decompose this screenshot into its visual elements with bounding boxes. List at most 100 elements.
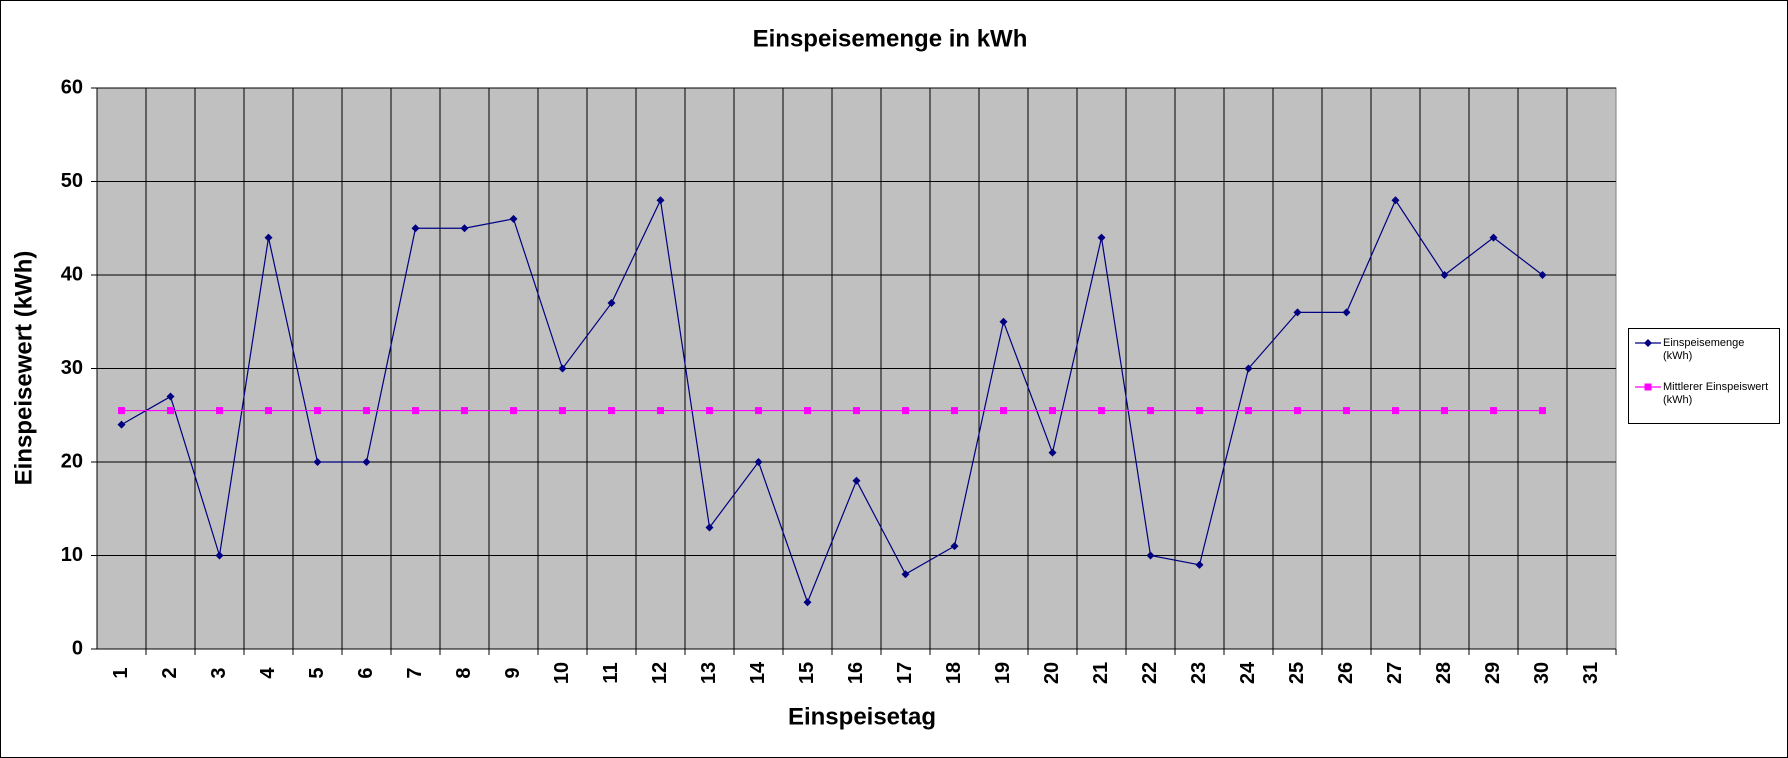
marker bbox=[999, 317, 1008, 326]
marker bbox=[1391, 196, 1400, 205]
y-axis-title: Einspeisewert (kWh) bbox=[10, 251, 37, 486]
marker bbox=[657, 407, 664, 415]
marker bbox=[901, 570, 910, 579]
marker bbox=[1049, 407, 1056, 415]
marker bbox=[510, 407, 517, 415]
marker bbox=[412, 407, 419, 415]
marker bbox=[706, 407, 713, 415]
marker bbox=[509, 214, 518, 223]
y-tick-label: 30 bbox=[61, 357, 83, 379]
marker bbox=[1644, 383, 1652, 391]
x-tick-label: 2 bbox=[159, 667, 181, 678]
marker bbox=[1342, 308, 1351, 317]
legend-swatch bbox=[1635, 339, 1661, 347]
x-tick-label: 18 bbox=[943, 662, 965, 684]
legend-entry: Einspeisemenge (kWh) bbox=[1633, 337, 1773, 363]
marker bbox=[1244, 364, 1253, 373]
x-tick-label: 17 bbox=[894, 662, 916, 684]
marker bbox=[755, 407, 762, 415]
marker bbox=[215, 551, 224, 560]
x-tick-label: 1 bbox=[110, 667, 132, 678]
legend: Einspeisemenge (kWh) Mittlerer Einspeiswe… bbox=[1628, 328, 1780, 424]
x-tick-label: 28 bbox=[1433, 662, 1455, 684]
marker bbox=[216, 407, 223, 415]
marker bbox=[852, 476, 861, 485]
marker bbox=[804, 407, 811, 415]
y-tick-label: 20 bbox=[61, 450, 83, 472]
marker bbox=[951, 407, 958, 415]
x-tick-label: 27 bbox=[1384, 662, 1406, 684]
x-axis-title: Einspeisetag bbox=[788, 703, 936, 730]
marker bbox=[1538, 271, 1547, 279]
x-tick-label: 12 bbox=[649, 662, 671, 684]
marker bbox=[1098, 407, 1105, 415]
marker bbox=[314, 407, 321, 415]
x-tick-label: 20 bbox=[1041, 662, 1063, 684]
x-tick-label: 30 bbox=[1531, 662, 1553, 684]
marker bbox=[118, 407, 125, 415]
x-tick-label: 15 bbox=[796, 662, 818, 684]
marker bbox=[411, 224, 420, 233]
x-tick-label: 24 bbox=[1237, 661, 1259, 684]
marker bbox=[1343, 407, 1350, 415]
marker bbox=[950, 542, 959, 551]
x-tick-label: 19 bbox=[992, 662, 1014, 684]
marker bbox=[1000, 407, 1007, 415]
x-tick-label: 25 bbox=[1286, 662, 1308, 684]
y-tick-label: 0 bbox=[72, 637, 83, 659]
marker bbox=[853, 407, 860, 415]
y-tick-label: 60 bbox=[61, 76, 83, 98]
x-tick-label: 14 bbox=[747, 661, 769, 684]
x-tick-label: 16 bbox=[845, 662, 867, 684]
marker bbox=[1489, 233, 1498, 242]
x-tick-label: 23 bbox=[1188, 662, 1210, 684]
x-tick-label: 6 bbox=[355, 667, 377, 678]
x-tick-label: 5 bbox=[306, 667, 328, 678]
marker bbox=[1245, 407, 1252, 415]
legend-label: Mittlerer Einspeiswert (kWh) bbox=[1663, 381, 1769, 406]
marker bbox=[1490, 407, 1497, 415]
marker bbox=[607, 299, 616, 308]
marker bbox=[1293, 308, 1302, 317]
legend-swatch bbox=[1635, 383, 1661, 391]
marker bbox=[803, 598, 812, 607]
x-tick-label: 31 bbox=[1580, 662, 1602, 684]
chart-title: Einspeisemenge in kWh bbox=[753, 25, 1028, 52]
x-tick-label: 29 bbox=[1482, 662, 1504, 684]
x-tick-label: 11 bbox=[600, 662, 622, 683]
marker bbox=[1392, 407, 1399, 415]
x-tick-label: 9 bbox=[502, 667, 524, 678]
marker bbox=[656, 196, 665, 205]
marker bbox=[1196, 407, 1203, 415]
x-tick-label: 26 bbox=[1335, 662, 1357, 684]
marker bbox=[460, 224, 469, 233]
y-tick-label: 40 bbox=[61, 263, 83, 285]
marker bbox=[558, 364, 567, 373]
x-tick-label: 3 bbox=[208, 667, 230, 678]
series-line bbox=[121, 198, 1543, 604]
x-tick-label: 10 bbox=[551, 662, 573, 684]
x-tick-label: 4 bbox=[257, 667, 279, 679]
marker bbox=[1146, 551, 1155, 560]
x-tick-label: 21 bbox=[1090, 662, 1112, 684]
x-tick-label: 8 bbox=[453, 667, 475, 678]
x-tick-label: 13 bbox=[698, 662, 720, 684]
marker bbox=[1147, 407, 1154, 415]
marker bbox=[265, 407, 272, 415]
marker bbox=[264, 233, 273, 242]
marker bbox=[1195, 560, 1204, 569]
legend-label: Einspeisemenge (kWh) bbox=[1663, 337, 1745, 362]
marker bbox=[1539, 407, 1546, 415]
marker bbox=[167, 407, 174, 415]
marker bbox=[461, 407, 468, 415]
marker bbox=[1441, 407, 1448, 415]
legend-entry: Mittlerer Einspeiswert (kWh) bbox=[1633, 381, 1773, 407]
marker bbox=[313, 458, 322, 466]
x-tick-label: 7 bbox=[404, 667, 426, 678]
marker bbox=[559, 407, 566, 415]
marker bbox=[1644, 339, 1652, 347]
x-tick-label: 22 bbox=[1139, 662, 1161, 684]
y-tick-label: 10 bbox=[61, 544, 83, 566]
